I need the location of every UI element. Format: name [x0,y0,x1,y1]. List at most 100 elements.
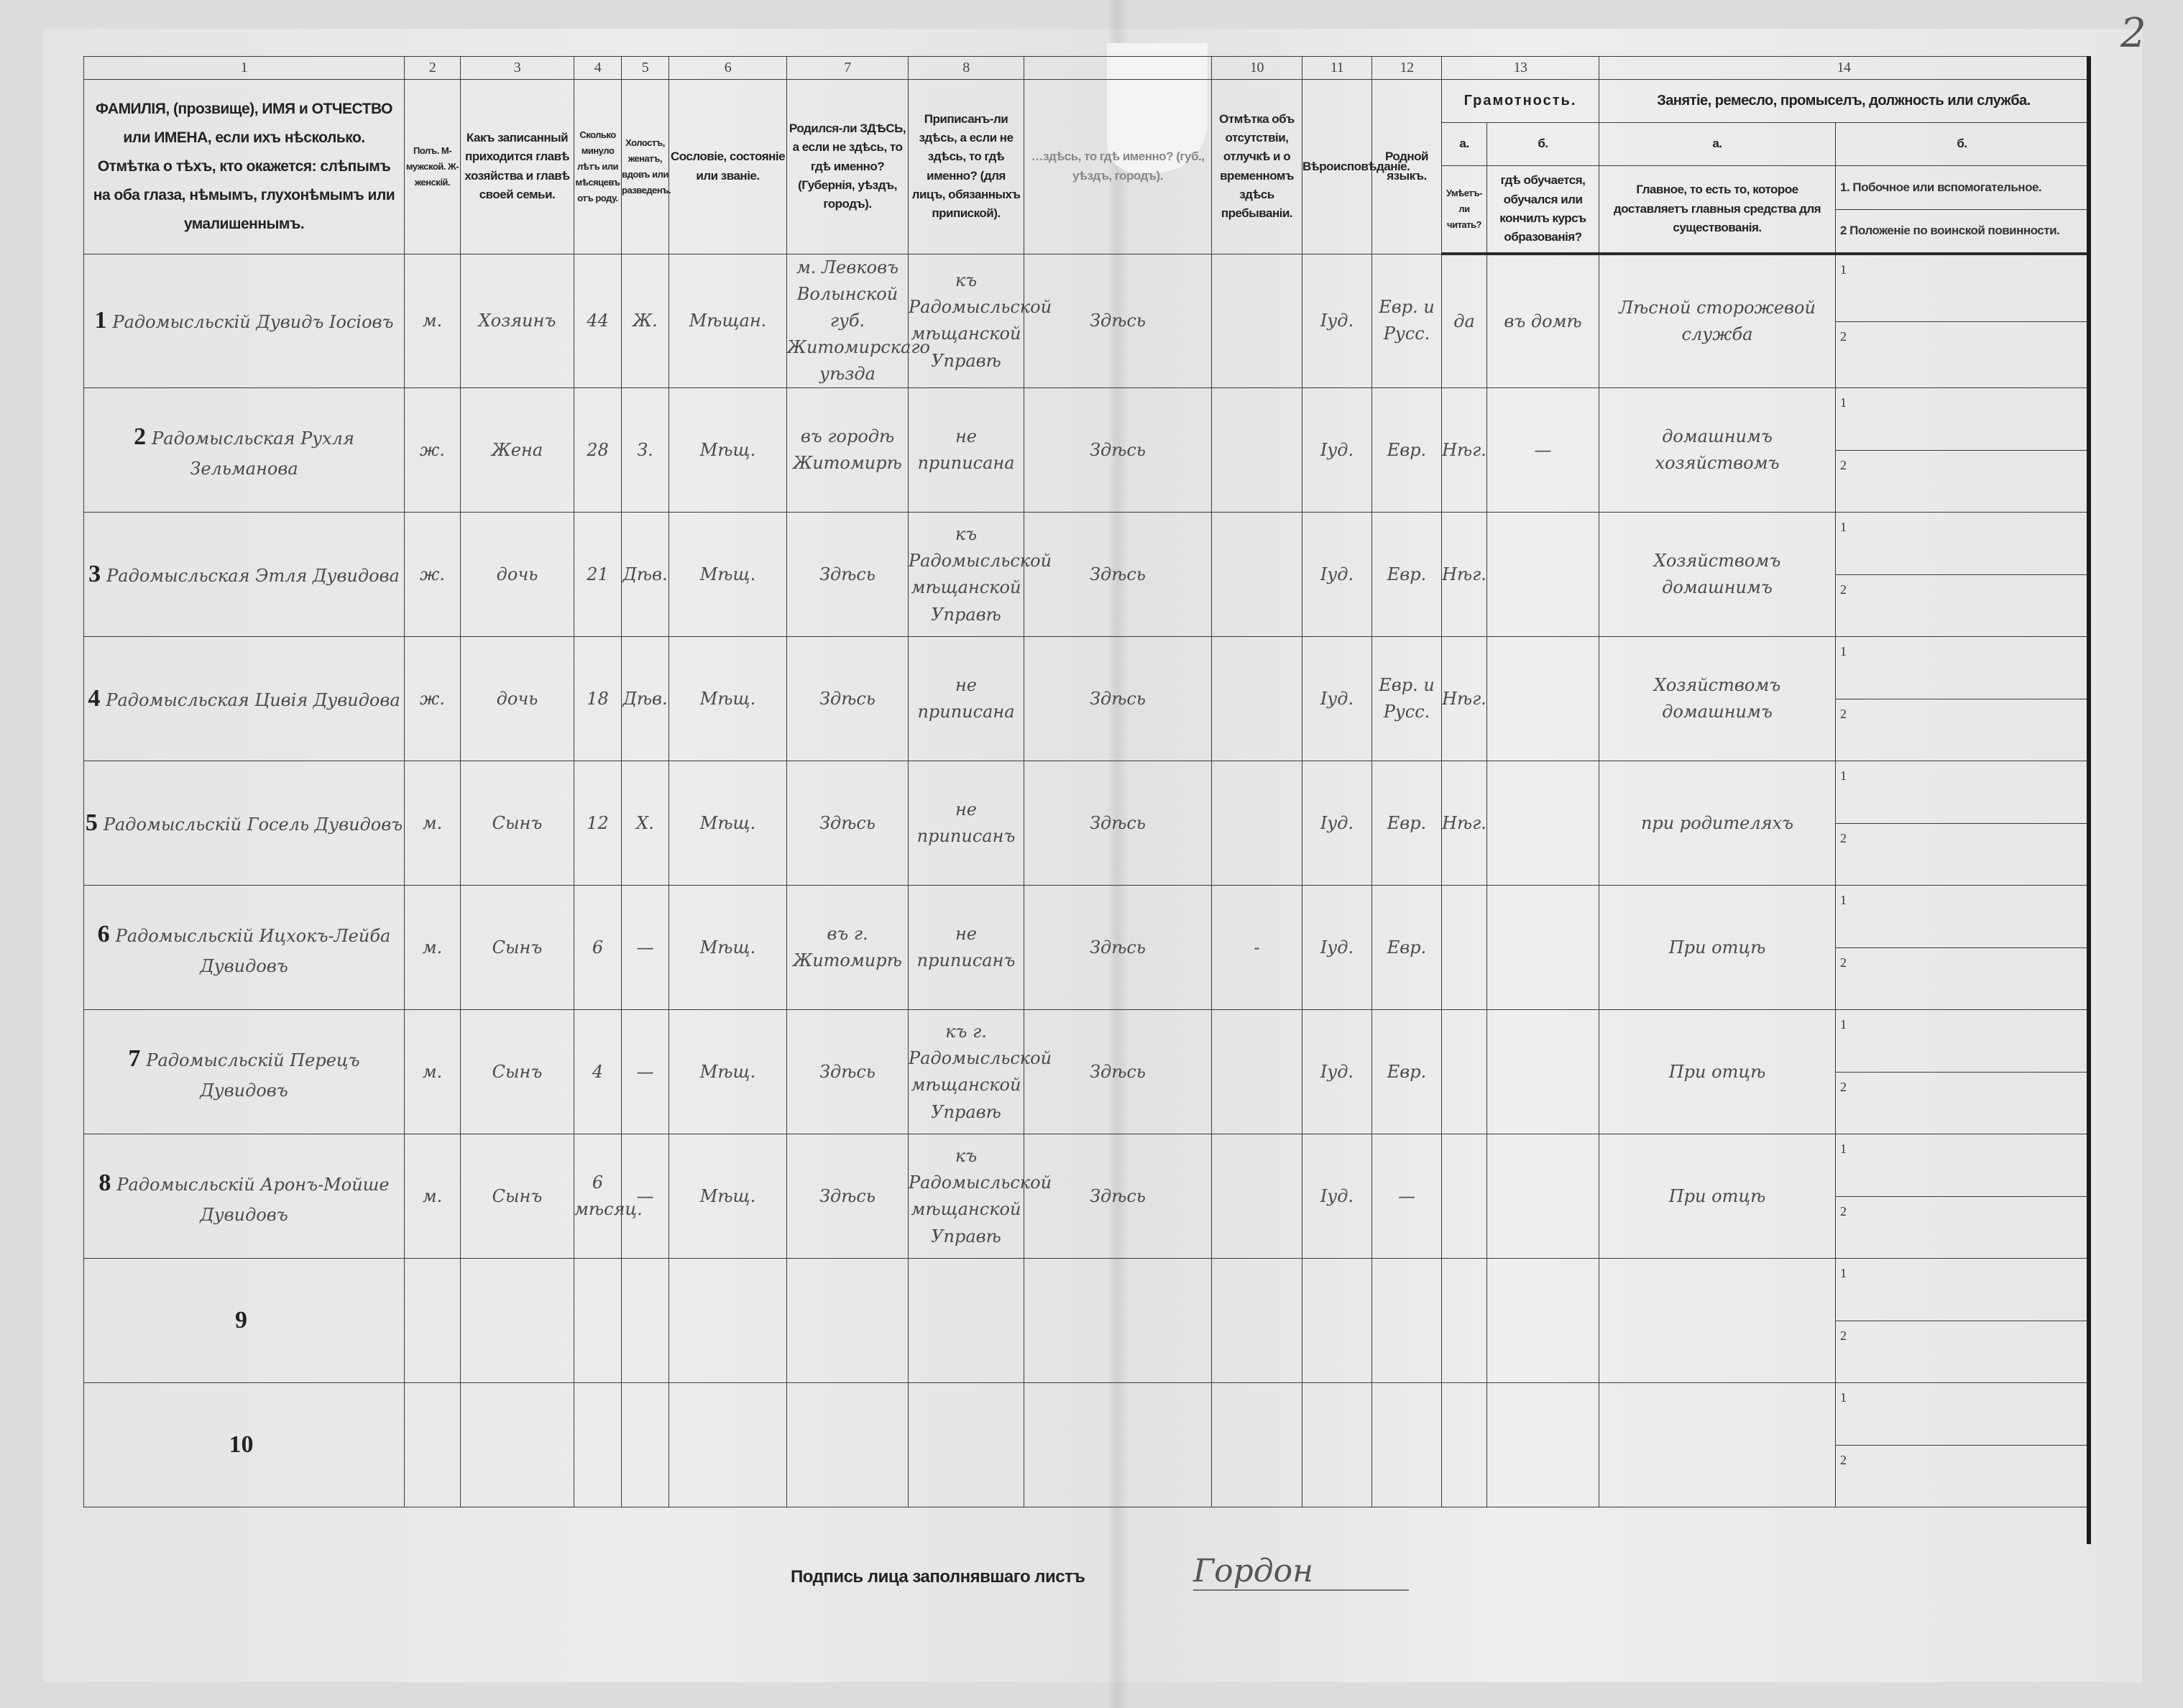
cell-relation: Сынъ [460,1009,574,1135]
table-right-border [2087,56,2091,1544]
cell-registered: къ Радомысльской мѣщанской Управѣ [908,253,1052,389]
cell-educated [1486,761,1599,886]
cell-registered: къ Радомысльской мѣщанской Управѣ [908,512,1052,638]
cell-language: Евр. [1371,1009,1442,1135]
header-age: Сколько минуло лѣтъ или мѣсяцевъ отъ род… [574,79,622,254]
table-row: 8 Радомысльскій Аронъ-Мойше Дувидовъ м. Сын… [83,1134,2089,1259]
col-num-13: 13 [1441,56,1599,80]
row-number: 4 [88,685,101,712]
col-num-1: 1 [83,56,405,80]
header-auxiliary-occupation: 1. Побочное или вспомогательное. [1836,166,2088,210]
subcell-mark: 2 [1840,830,1847,845]
col-num-9 [1024,56,1212,80]
cell-registered [908,1382,1024,1508]
cell-reads: Нѣг. [1441,636,1487,762]
cell-absence [1211,636,1302,762]
cell-registered [908,1258,1024,1384]
cell-occupation [1599,1258,1836,1384]
person-name: Радомысльскій Госель Дувидовъ [103,814,403,835]
cell-age: 6 [574,885,622,1011]
cell-estate: Мѣщ. [668,1009,787,1135]
cell-residence: Здѣсь [1024,253,1212,389]
header-occupation: Занятіе, ремесло, промыселъ, должность и… [1599,79,2089,123]
cell-reads: Нѣг. [1441,387,1487,513]
cell-residence [1024,1382,1212,1508]
subcell-military: 2 [1836,824,2088,886]
header-absence: Отмѣтка объ отсутствіи, отлучкѣ и о врем… [1211,79,1302,254]
col-num-12: 12 [1371,56,1442,80]
table-row: 1 Радомысльскій Дувидъ Іосіовъ м. Хозяинъ 44… [83,253,2089,389]
subcell-mark: 1 [1840,1266,1847,1281]
cell-language: Евр. [1371,761,1442,886]
header-education: гдѣ обучается, обучался или кончилъ курс… [1486,165,1599,255]
cell-age [574,1258,622,1384]
signature: Гордон [1193,1553,1409,1591]
cell-age: 44 [574,253,622,389]
cell-relation: Хозяинъ [460,253,574,389]
cell-occupation: Хозяйствомъ домашнимъ [1599,512,1836,638]
cell-sex: м. [404,761,461,886]
cell-relation [460,1258,574,1384]
cell-estate: Мѣщан. [668,253,787,389]
subcell-aux: 1 [1836,1010,2088,1073]
subcell-aux: 1 [1836,388,2088,451]
cell-residence: Здѣсь [1024,761,1212,886]
cell-educated [1486,885,1599,1011]
row-number: 6 [97,920,110,947]
cell-relation: дочь [460,636,574,762]
cell-marital: Х. [621,761,669,886]
table-row: 2 Радомысльская Рухля Зельманова ж. Жена 28 З… [83,387,2089,513]
subcell-mark: 1 [1840,644,1847,659]
census-table: 1 2 3 4 5 6 7 8 10 11 12 13 14 ФАМИЛІЯ, … [83,56,2089,1508]
person-name: Радомысльская Этля Дувидова [106,566,400,587]
cell-reads: Нѣг. [1441,512,1487,638]
cell-estate: Мѣщ. [668,1134,787,1259]
subcell-mark: 1 [1840,768,1847,784]
table-row: 10 1 2 [83,1382,2089,1508]
header-birthplace: Родился-ли ЗДѢСЬ, а если не здѣсь, то гд… [786,79,909,254]
cell-reads [1441,1009,1487,1135]
cell-age [574,1382,622,1508]
cell-religion: Іуд. [1302,636,1372,762]
cell-absence [1211,761,1302,886]
cell-absence [1211,1258,1302,1384]
cell-absence [1211,253,1302,389]
row-number: 2 [134,423,147,450]
cell-registered: къ Радомысльской мѣщанской Управѣ [908,1134,1052,1259]
header-sex: Полъ. М-мужской. Ж-женскій. [404,79,461,254]
cell-estate: Мѣщ. [668,761,787,886]
cell-born: Здѣсь [786,1134,909,1259]
col-num-10: 10 [1211,56,1302,80]
cell-residence: Здѣсь [1024,885,1212,1011]
cell-religion: Іуд. [1302,761,1372,886]
cell-language [1371,1258,1442,1384]
cell-marital: З. [621,387,669,513]
cell-estate: Мѣщ. [668,387,787,513]
cell-religion: Іуд. [1302,1134,1372,1259]
subcell-aux: 1 [1836,513,2088,575]
subcell-mark: 1 [1840,1142,1847,1157]
header-relation: Какъ записанный приходится главѣ хозяйст… [460,79,574,254]
cell-occupation: при родителяхъ [1599,761,1836,886]
person-name: Радомысльскій Перецъ Дувидовъ [146,1050,360,1101]
subcell-aux: 1 [1836,1383,2088,1446]
subcell-military: 2 [1836,1197,2088,1259]
cell-religion: Іуд. [1302,1009,1372,1135]
header-residence: …здѣсь, то гдѣ именно? (губ., уѣздъ, гор… [1024,79,1212,254]
column-number-row: 1 2 3 4 5 6 7 8 10 11 12 13 14 [83,56,2089,80]
cell-language: Евр. и Русс. [1371,636,1442,762]
cell-marital: Дѣв. [621,512,669,638]
subcell-aux: 1 [1836,1259,2088,1321]
cell-absence [1211,1009,1302,1135]
cell-registered: не приписана [908,636,1024,762]
cell-name: 7 Радомысльскій Перецъ Дувидовъ [83,1009,405,1135]
row-number: 3 [88,561,101,588]
subcell-military: 2 [1836,451,2088,513]
cell-born: въ г. Житомирѣ [786,885,909,1011]
subcell-military: 2 [1836,322,2088,388]
cell-sex [404,1382,461,1508]
subcell-mark: 2 [1840,457,1847,472]
